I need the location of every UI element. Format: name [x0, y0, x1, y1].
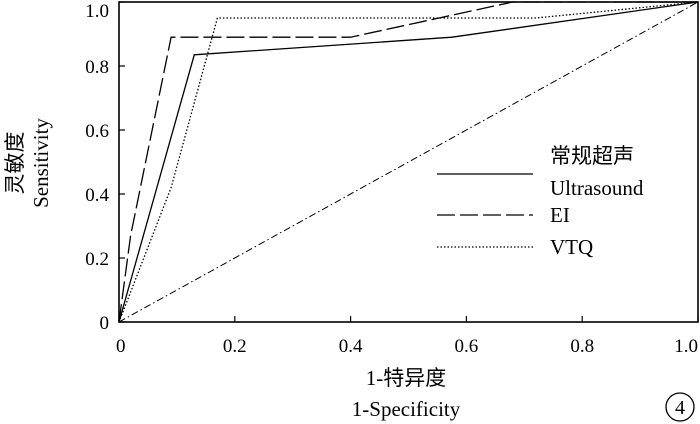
x-axis-title: 1-特异度 — [366, 366, 447, 390]
x-tick-label: 0.8 — [570, 336, 594, 357]
legend-label: EI — [550, 203, 570, 227]
curves — [118, 1, 699, 323]
y-tick-label: 0.2 — [85, 249, 109, 270]
axis-ticks: 0 0.2 0.4 0.6 0.8 1.0 0 0.2 0.4 0.6 0.8 1.0 — [85, 1, 699, 357]
legend: 常规超声 Ultrasound EI VTQ — [437, 144, 644, 259]
legend-label: VTQ — [550, 235, 593, 259]
panel-label: 4 — [675, 397, 685, 419]
x-tick-label: 0.6 — [455, 336, 479, 357]
x-tick-label: 1.0 — [674, 336, 698, 357]
x-tick-label: 0 — [116, 336, 126, 357]
series-line-dash-dot — [118, 1, 699, 323]
series-line-ei — [118, 1, 698, 323]
y-axis-title-en: Sensitivity — [29, 118, 53, 208]
y-axis-title: 灵敏度 — [3, 132, 27, 195]
plot-frame — [118, 1, 699, 323]
x-axis-title-en: 1-Specificity — [352, 397, 461, 421]
y-tick-label: 0.8 — [85, 57, 109, 78]
legend-label: 常规超声 — [550, 144, 634, 168]
y-tick-label: 1.0 — [85, 1, 109, 22]
y-tick-label: 0.4 — [85, 185, 109, 206]
y-tick-label: 0 — [100, 313, 110, 334]
x-tick-label: 0.2 — [223, 336, 247, 357]
legend-label: Ultrasound — [550, 176, 644, 200]
x-tick-label: 0.4 — [339, 336, 363, 357]
y-tick-label: 0.6 — [85, 121, 109, 142]
panel-label-circle — [665, 392, 695, 422]
series-line-vtq — [118, 1, 699, 323]
series-line-ultrasound — [118, 1, 699, 323]
